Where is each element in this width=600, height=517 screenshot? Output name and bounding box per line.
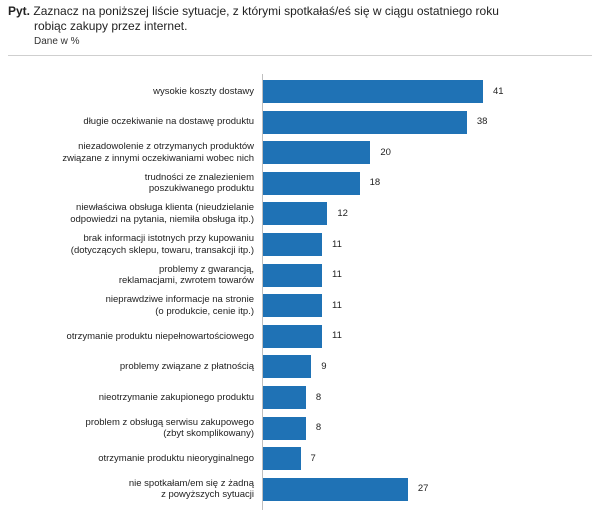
category-label-line: długie oczekiwanie na dostawę produktu — [83, 116, 254, 128]
category-label-line: niezadowolenie z otrzymanych produktów — [78, 141, 254, 153]
category-label-line: otrzymanie produktu nieoryginalnego — [98, 452, 254, 464]
bar — [263, 263, 323, 287]
bar — [263, 416, 306, 440]
category-label: problemy z gwarancją, reklamacjami, zwrot… — [20, 264, 254, 287]
data-label: 20 — [380, 146, 391, 158]
category-label: nie spotkałam/em się z żadną z powyższych… — [20, 478, 254, 501]
data-label: 9 — [321, 360, 327, 372]
category-label-line: nieprawdziwe informacje na stronie — [105, 294, 254, 306]
bar — [263, 233, 323, 256]
bar — [263, 447, 301, 471]
question-prefix: Pyt. — [8, 4, 31, 18]
bar — [263, 355, 312, 379]
category-label: otrzymanie produktu nieoryginalnego — [20, 453, 254, 465]
category-label-line: odpowiedzi na pytania, niemiła obsługa i… — [70, 213, 254, 225]
category-label-line: nieotrzymanie zakupionego produktu — [98, 391, 254, 403]
category-label-line: nie spotkałam/em się z żadną — [128, 477, 254, 489]
bar — [263, 324, 323, 348]
bar — [263, 110, 467, 134]
data-label: 11 — [332, 330, 342, 342]
category-label-line: brak informacji istotnych przy kupowaniu — [83, 233, 254, 244]
category-label-line: problem z obsługą serwisu zakupowego — [85, 416, 254, 428]
category-label-line: związane z innymi oczekiwaniami wobec ni… — [62, 152, 254, 164]
data-label: 27 — [417, 483, 429, 495]
category-label-line: trudności ze znalezieniem — [144, 171, 254, 183]
category-label-line: poszukiwanego produktu — [148, 183, 254, 195]
bar — [263, 80, 483, 103]
bar — [263, 141, 371, 165]
category-label: otrzymanie produktu niepełnowartościoweg… — [20, 331, 254, 343]
data-label: 12 — [337, 207, 348, 219]
category-label: problem z obsługą serwisu zakupowego (zby… — [20, 417, 254, 440]
question-text-1: Zaznacz na poniższej liście sytuacje, z … — [33, 4, 499, 18]
bar — [263, 202, 328, 226]
category-label-line: wysokie koszty dostawy — [153, 85, 254, 97]
category-label: długie oczekiwanie na dostawę produktu — [20, 116, 254, 128]
data-label: 11 — [332, 269, 342, 281]
question-line-1: Pyt. Zaznacz na poniższej liście sytuacj… — [8, 4, 592, 19]
category-label: trudności ze znalezieniem poszukiwanego p… — [20, 172, 254, 195]
category-label-line: (dotyczących sklepu, towaru, transakcji … — [70, 244, 254, 256]
category-label: wysokie koszty dostawy — [20, 86, 254, 98]
category-label: nieprawdziwe informacje na stronie (o pro… — [20, 294, 254, 317]
bar — [263, 294, 323, 318]
category-label-line: otrzymanie produktu niepełnowartościoweg… — [66, 330, 254, 342]
category-label: problemy związane z płatnością — [20, 361, 254, 373]
unit-label: Dane w % — [34, 36, 80, 47]
bar — [263, 386, 306, 409]
category-label-line: problemy z gwarancją, — [158, 263, 254, 275]
category-label: brak informacji istotnych przy kupowaniu… — [20, 233, 254, 256]
category-label-line: z powyższych sytuacji — [161, 489, 254, 501]
header-divider — [8, 55, 592, 56]
data-label: 11 — [332, 238, 342, 250]
data-label: 7 — [310, 452, 316, 464]
bar — [263, 477, 408, 501]
chart-header: Pyt. Zaznacz na poniższej liście sytuacj… — [8, 4, 592, 47]
data-label: 38 — [476, 116, 488, 128]
bar — [263, 171, 360, 195]
category-label: niezadowolenie z otrzymanych produktów zw… — [20, 141, 254, 164]
category-axis — [262, 74, 263, 510]
category-label: niewłaściwa obsługa klienta (nieudzielan… — [20, 202, 254, 225]
category-label-line: (zbyt skomplikowany) — [163, 428, 254, 440]
category-label: nieotrzymanie zakupionego produktu — [20, 392, 254, 404]
category-label-line: reklamacjami, zwrotem towarów — [118, 275, 254, 287]
category-label-line: niewłaściwa obsługa klienta (nieudzielan… — [76, 202, 254, 214]
data-label: 41 — [493, 85, 504, 97]
data-label: 8 — [315, 391, 322, 403]
data-label: 18 — [369, 177, 381, 189]
question-line-2: robiąc zakupy przez internet. — [34, 19, 188, 33]
data-label: 8 — [315, 422, 322, 434]
category-label-line: (o produkcie, cenie itp.) — [155, 305, 254, 317]
data-label: 11 — [332, 299, 342, 311]
category-label-line: problemy związane z płatnością — [119, 361, 254, 373]
